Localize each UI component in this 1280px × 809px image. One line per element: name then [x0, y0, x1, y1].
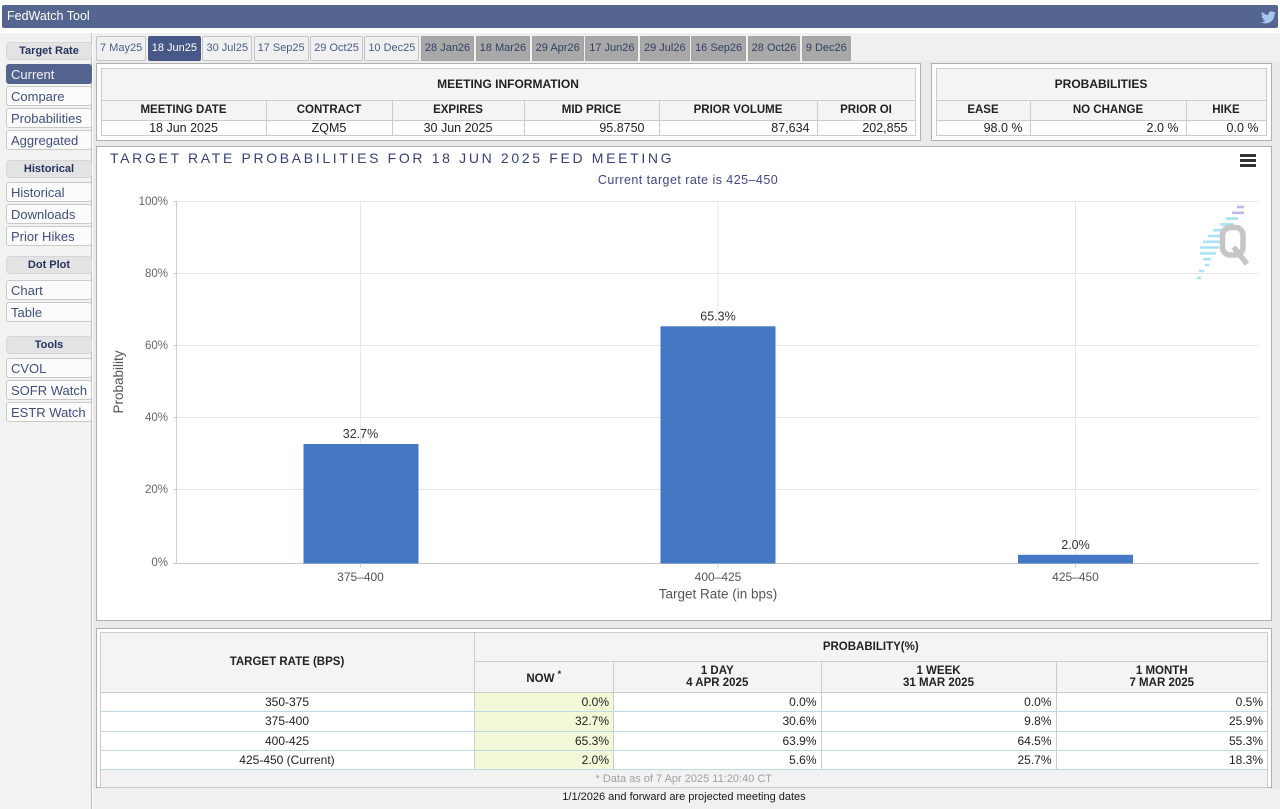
svg-text:65.3%: 65.3%: [700, 310, 735, 324]
svg-text:0%: 0%: [151, 557, 168, 569]
svg-text:80%: 80%: [144, 268, 167, 280]
svg-text:40%: 40%: [144, 412, 167, 424]
svg-text:Current target rate is 425–450: Current target rate is 425–450: [597, 173, 777, 187]
svg-text:Target Rate (in bps): Target Rate (in bps): [658, 587, 777, 602]
svg-text:2.0%: 2.0%: [1061, 538, 1090, 552]
svg-text:375–400: 375–400: [337, 570, 384, 584]
svg-text:100%: 100%: [138, 196, 167, 208]
svg-text:425–450: 425–450: [1052, 570, 1099, 584]
svg-text:20%: 20%: [144, 484, 167, 496]
svg-text:Probability: Probability: [110, 350, 125, 413]
svg-text:32.7%: 32.7%: [342, 427, 377, 441]
svg-text:TARGET RATE PROBABILITIES FOR: TARGET RATE PROBABILITIES FOR 18 JUN 202…: [110, 150, 674, 166]
svg-text:400–425: 400–425: [694, 570, 741, 584]
svg-text:60%: 60%: [144, 340, 167, 352]
